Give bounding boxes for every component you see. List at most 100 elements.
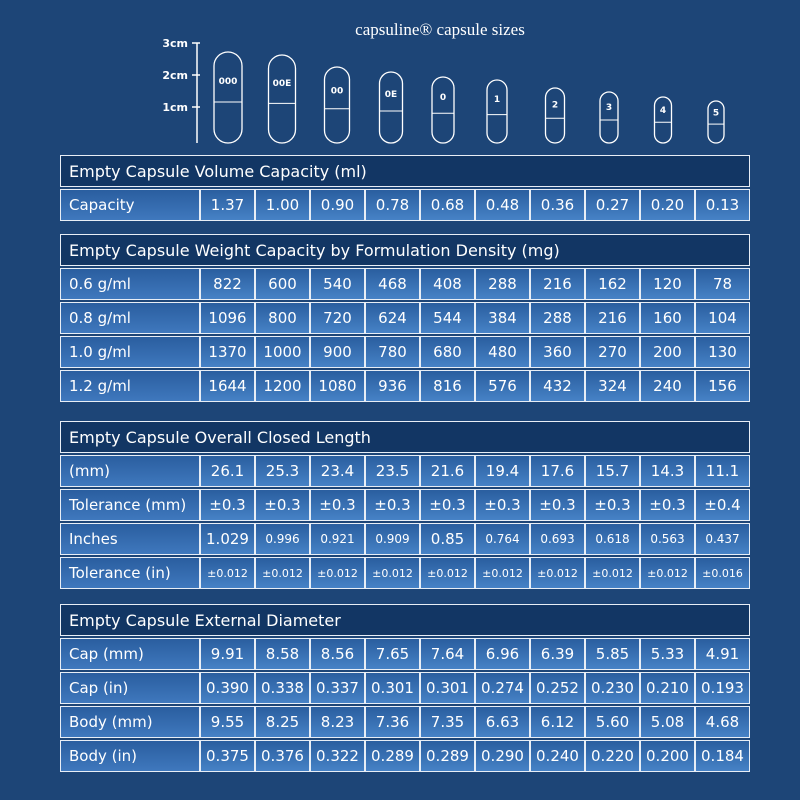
value-cell: 324 bbox=[585, 370, 640, 402]
row-label: Cap (in) bbox=[60, 672, 200, 704]
value-cell: 6.39 bbox=[530, 638, 585, 670]
value-cell: 15.7 bbox=[585, 455, 640, 487]
row-label: Tolerance (in) bbox=[60, 557, 200, 589]
value-cell: 384 bbox=[475, 302, 530, 334]
value-cell: 14.3 bbox=[640, 455, 695, 487]
capsule-size: 1 bbox=[494, 95, 500, 105]
value-cell: 1370 bbox=[200, 336, 255, 368]
value-cell: 4.68 bbox=[695, 706, 750, 738]
value-cell: ±0.012 bbox=[475, 557, 530, 589]
value-cell: 0.764 bbox=[475, 523, 530, 555]
value-cell: 1096 bbox=[200, 302, 255, 334]
value-cell: 480 bbox=[475, 336, 530, 368]
value-cell: 0.375 bbox=[200, 740, 255, 772]
value-cell: ±0.012 bbox=[640, 557, 695, 589]
value-cell: 1080 bbox=[310, 370, 365, 402]
scale-label: 1cm bbox=[162, 101, 188, 114]
capsule bbox=[267, 54, 297, 144]
capsule-size: 00 bbox=[331, 87, 344, 97]
value-cell: ±0.3 bbox=[640, 489, 695, 521]
value-cell: 816 bbox=[420, 370, 475, 402]
section-title: Empty Capsule Overall Closed Length bbox=[60, 421, 750, 453]
title: capsuline® capsule sizes bbox=[355, 20, 525, 39]
value-cell: 6.12 bbox=[530, 706, 585, 738]
value-cell: 130 bbox=[695, 336, 750, 368]
value-cell: 0.36 bbox=[530, 189, 585, 221]
capsule-size: 0 bbox=[440, 93, 446, 103]
value-cell: 0.301 bbox=[365, 672, 420, 704]
value-cell: 576 bbox=[475, 370, 530, 402]
value-cell: 9.55 bbox=[200, 706, 255, 738]
value-cell: ±0.3 bbox=[365, 489, 420, 521]
value-cell: 544 bbox=[420, 302, 475, 334]
value-cell: 160 bbox=[640, 302, 695, 334]
value-cell: 0.252 bbox=[530, 672, 585, 704]
value-cell: ±0.4 bbox=[695, 489, 750, 521]
row-label: Body (in) bbox=[60, 740, 200, 772]
capsule-size: 2 bbox=[552, 100, 558, 110]
value-cell: 216 bbox=[585, 302, 640, 334]
capsule-size: 3 bbox=[606, 103, 612, 113]
value-cell: 822 bbox=[200, 268, 255, 300]
value-cell: ±0.012 bbox=[585, 557, 640, 589]
value-cell: 5.85 bbox=[585, 638, 640, 670]
section-title: Empty Capsule Weight Capacity by Formula… bbox=[60, 234, 750, 266]
capsule-size: 0E bbox=[385, 90, 397, 100]
capsule bbox=[431, 76, 455, 144]
value-cell: 720 bbox=[310, 302, 365, 334]
value-cell: 0.85 bbox=[420, 523, 475, 555]
value-cell: 7.36 bbox=[365, 706, 420, 738]
capsule bbox=[486, 79, 508, 144]
value-cell: 0.996 bbox=[255, 523, 310, 555]
value-cell: 0.184 bbox=[695, 740, 750, 772]
value-cell: 0.337 bbox=[310, 672, 365, 704]
value-cell: 270 bbox=[585, 336, 640, 368]
value-cell: ±0.3 bbox=[475, 489, 530, 521]
value-cell: 1.37 bbox=[200, 189, 255, 221]
value-cell: 7.64 bbox=[420, 638, 475, 670]
value-cell: 0.20 bbox=[640, 189, 695, 221]
value-cell: ±0.3 bbox=[310, 489, 365, 521]
value-cell: 26.1 bbox=[200, 455, 255, 487]
section-title: Empty Capsule Volume Capacity (ml) bbox=[60, 155, 750, 187]
value-cell: 800 bbox=[255, 302, 310, 334]
value-cell: 156 bbox=[695, 370, 750, 402]
value-cell: 11.1 bbox=[695, 455, 750, 487]
capsule-size: 5 bbox=[713, 109, 719, 119]
capsule bbox=[323, 66, 351, 144]
value-cell: 104 bbox=[695, 302, 750, 334]
value-cell: 78 bbox=[695, 268, 750, 300]
value-cell: 8.25 bbox=[255, 706, 310, 738]
capsule bbox=[378, 71, 404, 144]
value-cell: 0.48 bbox=[475, 189, 530, 221]
value-cell: 288 bbox=[530, 302, 585, 334]
value-cell: 1.00 bbox=[255, 189, 310, 221]
value-cell: 0.27 bbox=[585, 189, 640, 221]
value-cell: 0.437 bbox=[695, 523, 750, 555]
value-cell: 0.376 bbox=[255, 740, 310, 772]
value-cell: 900 bbox=[310, 336, 365, 368]
value-cell: 1000 bbox=[255, 336, 310, 368]
value-cell: 0.68 bbox=[420, 189, 475, 221]
value-cell: 408 bbox=[420, 268, 475, 300]
value-cell: ±0.3 bbox=[255, 489, 310, 521]
value-cell: 0.338 bbox=[255, 672, 310, 704]
row-label: Capacity bbox=[60, 189, 200, 221]
capsule-size: 00E bbox=[273, 79, 292, 89]
value-cell: ±0.012 bbox=[200, 557, 255, 589]
value-cell: 0.618 bbox=[585, 523, 640, 555]
section-title: Empty Capsule External Diameter bbox=[60, 604, 750, 636]
value-cell: 432 bbox=[530, 370, 585, 402]
value-cell: 360 bbox=[530, 336, 585, 368]
value-cell: 0.90 bbox=[310, 189, 365, 221]
value-cell: 0.693 bbox=[530, 523, 585, 555]
value-cell: 288 bbox=[475, 268, 530, 300]
value-cell: 0.563 bbox=[640, 523, 695, 555]
value-cell: ±0.3 bbox=[420, 489, 475, 521]
value-cell: 600 bbox=[255, 268, 310, 300]
row-label: Cap (mm) bbox=[60, 638, 200, 670]
value-cell: 240 bbox=[640, 370, 695, 402]
row-label: (mm) bbox=[60, 455, 200, 487]
